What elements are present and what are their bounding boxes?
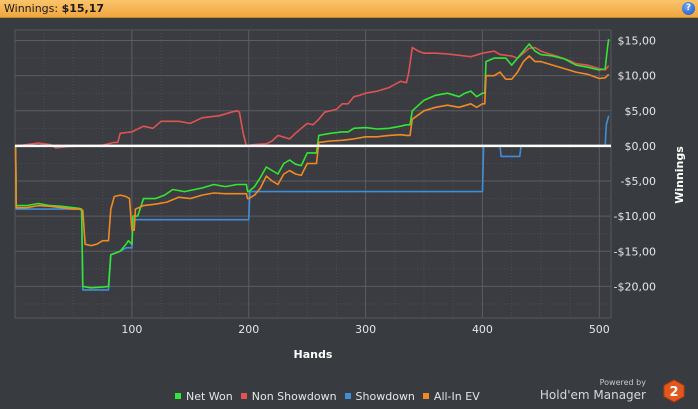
- series-layer: [14, 38, 610, 291]
- y-tick-label: $10,00: [618, 70, 657, 83]
- y-tick-labels: $15,00 $10,00 $5,00 $0,00 -$5,00 -$10,00 -$15,…: [614, 35, 656, 294]
- legend-label: Non Showdown: [251, 389, 337, 403]
- y-tick-label: $15,00: [618, 35, 657, 48]
- legend-item-net-won[interactable]: Net Won: [175, 390, 233, 403]
- x-tick-label: 400: [472, 323, 493, 336]
- grid-lines: [15, 30, 611, 318]
- y-axis-title: Winnings: [673, 146, 686, 204]
- winnings-chart: 100 200 300 400 500 $15,00 $10,00 $5,00 $0,00 -$…: [14, 29, 686, 361]
- plot-area: [14, 29, 612, 319]
- x-axis-title: Hands: [294, 348, 333, 361]
- y-tick-label: $0,00: [625, 140, 657, 153]
- y-tick-label: $5,00: [625, 105, 657, 118]
- winnings-value: $15,17: [61, 2, 105, 15]
- powered-by-text: Powered by: [599, 378, 646, 387]
- powered-by-branding: Powered by Hold'em Manager 2: [540, 377, 688, 405]
- y-tick-label: -$10,00: [614, 210, 656, 223]
- legend-swatch-net-won: [175, 393, 181, 399]
- x-tick-label: 500: [589, 323, 610, 336]
- legend-label: Net Won: [186, 389, 233, 403]
- window-titlebar: Winnings: $15,17 ?: [0, 0, 698, 18]
- window-title: Winnings: $15,17: [4, 2, 104, 15]
- y-tick-label: -$20,00: [614, 280, 656, 293]
- y-tick-label: -$15,00: [614, 245, 656, 258]
- product-name: Hold'em Manager: [539, 388, 646, 402]
- logo-text: 2: [669, 385, 678, 400]
- x-tick-label: 100: [121, 323, 142, 336]
- series-line-net-won: [14, 38, 610, 289]
- legend-swatch-showdown: [344, 393, 351, 399]
- series-line-all-in-ev: [14, 55, 610, 247]
- y-tick-label: -$5,00: [621, 175, 656, 188]
- x-tick-label: 200: [238, 323, 259, 336]
- legend-label: Showdown: [355, 389, 415, 403]
- winnings-label: Winnings:: [4, 2, 59, 15]
- chart-legend: Net Won Non Showdown Showdown All-In EV: [175, 388, 488, 404]
- help-icon[interactable]: ?: [682, 2, 695, 15]
- legend-label: All-In EV: [433, 389, 480, 403]
- legend-swatch-all-in-ev: [422, 393, 429, 399]
- hem2-logo-icon: 2: [663, 379, 685, 403]
- legend-swatch-non-showdown: [240, 393, 247, 399]
- x-tick-labels: 100 200 300 400 500: [121, 323, 609, 336]
- legend-item-showdown[interactable]: Showdown: [344, 389, 415, 403]
- legend-item-all-in-ev[interactable]: All-In EV: [422, 389, 480, 403]
- x-tick-label: 300: [355, 323, 376, 336]
- legend-item-non-showdown[interactable]: Non Showdown: [240, 389, 337, 403]
